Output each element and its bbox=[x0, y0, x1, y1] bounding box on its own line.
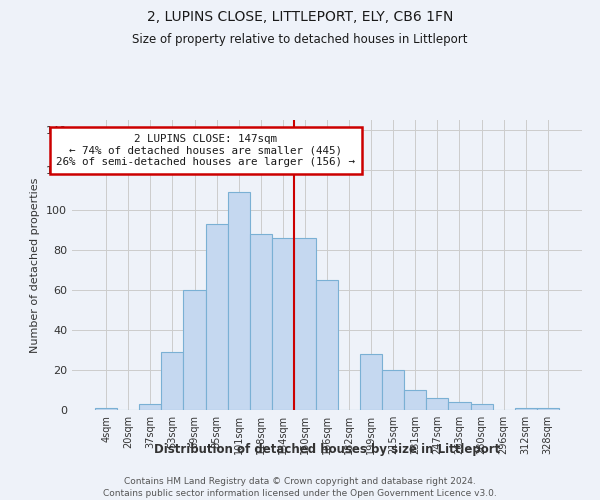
Text: Distribution of detached houses by size in Littleport: Distribution of detached houses by size … bbox=[154, 442, 500, 456]
Bar bbox=[227, 192, 250, 410]
Bar bbox=[184, 290, 206, 410]
Text: 2, LUPINS CLOSE, LITTLEPORT, ELY, CB6 1FN: 2, LUPINS CLOSE, LITTLEPORT, ELY, CB6 1F… bbox=[147, 10, 453, 24]
Bar bbox=[161, 352, 184, 410]
Text: Contains HM Land Registry data © Crown copyright and database right 2024.: Contains HM Land Registry data © Crown c… bbox=[124, 478, 476, 486]
Bar bbox=[206, 224, 227, 410]
Y-axis label: Number of detached properties: Number of detached properties bbox=[31, 178, 40, 352]
Bar bbox=[404, 390, 427, 410]
Bar bbox=[95, 408, 117, 410]
Bar bbox=[470, 404, 493, 410]
Bar bbox=[360, 354, 382, 410]
Bar bbox=[448, 402, 470, 410]
Bar bbox=[382, 370, 404, 410]
Text: 2 LUPINS CLOSE: 147sqm
← 74% of detached houses are smaller (445)
26% of semi-de: 2 LUPINS CLOSE: 147sqm ← 74% of detached… bbox=[56, 134, 355, 167]
Bar bbox=[427, 398, 448, 410]
Bar bbox=[139, 404, 161, 410]
Bar bbox=[294, 238, 316, 410]
Text: Size of property relative to detached houses in Littleport: Size of property relative to detached ho… bbox=[132, 32, 468, 46]
Bar bbox=[316, 280, 338, 410]
Bar bbox=[537, 408, 559, 410]
Bar bbox=[515, 408, 537, 410]
Bar bbox=[250, 234, 272, 410]
Bar bbox=[272, 238, 294, 410]
Text: Contains public sector information licensed under the Open Government Licence v3: Contains public sector information licen… bbox=[103, 489, 497, 498]
